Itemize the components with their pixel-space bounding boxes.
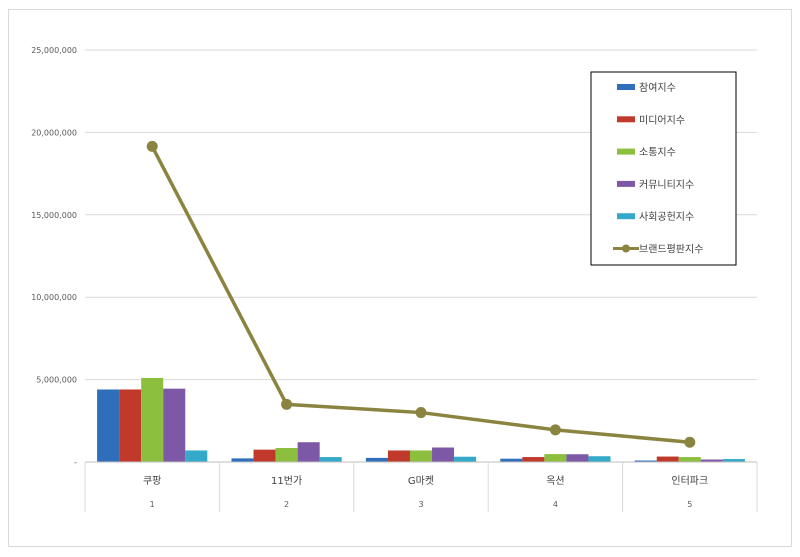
bar — [231, 458, 254, 462]
legend-swatch — [617, 116, 635, 123]
legend-label: 미디어지수 — [639, 114, 685, 126]
legend-marker — [622, 244, 630, 253]
bar — [387, 450, 410, 462]
bar — [185, 450, 208, 462]
legend-swatch — [617, 148, 635, 155]
y-tick-label: 20,000,000 — [31, 128, 77, 137]
line-point — [415, 407, 427, 419]
gridlines — [85, 49, 757, 381]
legend-label: 브랜드평판지수 — [639, 244, 703, 256]
x-category-index: 4 — [553, 500, 558, 509]
bar — [678, 457, 701, 462]
bar — [700, 459, 723, 462]
y-tick-label: - — [74, 458, 77, 467]
bar-series — [97, 377, 745, 462]
axes: - 5,000,000 10,000,000 15,000,000 20,000,000… — [31, 46, 758, 512]
x-category-label: 옥션 — [546, 475, 564, 487]
bar — [275, 447, 298, 462]
legend-swatch — [617, 213, 635, 220]
bar — [454, 456, 477, 462]
line-point — [684, 436, 696, 448]
x-category-index: 5 — [687, 500, 692, 509]
bar — [634, 460, 657, 462]
bar — [722, 459, 745, 462]
bar — [522, 457, 545, 462]
bar — [141, 377, 164, 462]
x-category-index: 1 — [150, 500, 155, 509]
bar — [588, 456, 611, 462]
bar — [119, 389, 142, 462]
legend-label: 참여지수 — [639, 82, 676, 94]
line-point — [146, 140, 158, 152]
bar — [297, 442, 320, 462]
legend-swatch — [617, 84, 635, 90]
bar — [97, 389, 120, 462]
bar — [566, 454, 589, 462]
x-category-label: 쿠팡 — [143, 475, 161, 487]
y-tick-label: 25,000,000 — [31, 46, 77, 55]
bar — [544, 454, 567, 462]
legend-swatch — [617, 180, 635, 187]
bar — [253, 449, 276, 462]
bar — [409, 450, 433, 462]
y-tick-label: 15,000,000 — [31, 211, 77, 220]
bar — [500, 458, 523, 462]
y-tick-label: 5,000,000 — [36, 376, 77, 385]
x-category-label: G마켓 — [408, 475, 434, 487]
bar — [163, 388, 186, 462]
legend-label: 사회공헌지수 — [639, 211, 694, 223]
x-category-index: 3 — [418, 500, 423, 509]
x-category-label: 인터파크 — [671, 475, 708, 487]
bar — [432, 447, 455, 462]
line-point — [549, 424, 561, 436]
x-category-label: 11번가 — [271, 475, 302, 487]
bar — [656, 456, 679, 462]
legend-label: 소통지수 — [639, 147, 676, 159]
legend-label: 커뮤니티지수 — [639, 179, 694, 191]
x-category-index: 2 — [284, 500, 289, 509]
bar — [319, 457, 342, 462]
bar — [365, 457, 388, 462]
line-point — [281, 398, 293, 410]
line-series — [146, 140, 696, 448]
y-tick-label: 10,000,000 — [31, 293, 77, 302]
legend-box — [590, 71, 737, 266]
